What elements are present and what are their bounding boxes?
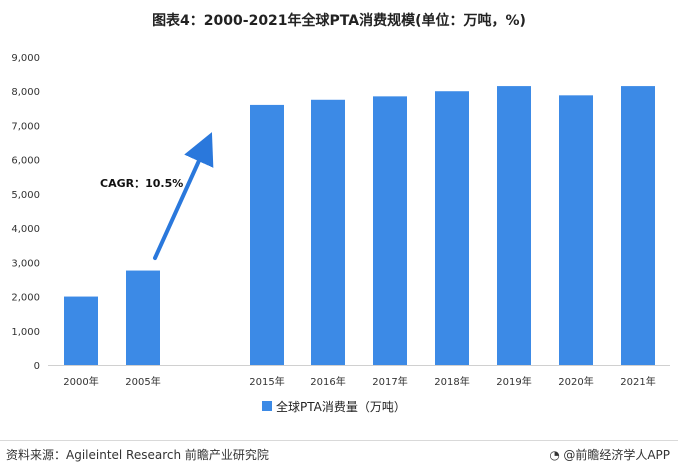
chart-title: 图表4：2000-2021年全球PTA消费规模(单位：万吨，%) — [152, 13, 526, 29]
bar — [311, 99, 345, 366]
x-tick-label: 2005年 — [125, 375, 160, 388]
y-tick-label: 3,000 — [11, 258, 40, 269]
legend-label: 全球PTA消费量（万吨） — [276, 399, 406, 414]
y-tick-label: 4,000 — [11, 224, 40, 235]
brand-label: @前瞻经济学人APP — [563, 448, 670, 462]
footer-divider — [0, 440, 678, 441]
brand-logo-icon: ◔ — [549, 447, 560, 462]
source-note: 资料来源：Agileintel Research 前瞻产业研究院 — [6, 448, 269, 462]
y-axis: 0 1,000 2,000 3,000 4,000 5,000 6,000 7,000 8,00… — [11, 53, 40, 372]
x-tick-label: 2018年 — [434, 375, 469, 388]
x-tick-label: 2000年 — [63, 375, 98, 388]
cagr-label: CAGR：10.5% — [100, 177, 183, 190]
y-tick-label: 5,000 — [11, 190, 40, 201]
x-tick-label: 2015年 — [249, 375, 284, 388]
x-tick-label: 2021年 — [620, 375, 655, 388]
cagr-annotation: CAGR：10.5% — [100, 132, 214, 260]
bar — [435, 91, 469, 365]
bar-chart: 0 1,000 2,000 3,000 4,000 5,000 6,000 7,000 8,00… — [11, 53, 670, 414]
y-tick-label: 2,000 — [11, 293, 40, 304]
y-tick-label: 6,000 — [11, 156, 40, 167]
y-tick-label: 7,000 — [11, 121, 40, 132]
bar — [559, 95, 593, 365]
bar — [64, 296, 98, 365]
legend: 全球PTA消费量（万吨） — [262, 399, 406, 414]
x-tick-label: 2020年 — [558, 375, 593, 388]
x-tick-label: 2019年 — [496, 375, 531, 388]
bar — [250, 104, 284, 366]
x-axis: 2000年 2005年 2015年 2016年 2017年 2018年 2019年 2020年… — [48, 365, 670, 388]
bar — [497, 86, 531, 365]
bar — [373, 96, 407, 365]
y-tick-label: 8,000 — [11, 87, 40, 98]
legend-swatch — [262, 401, 272, 411]
bars — [64, 86, 655, 366]
brand-credit[interactable]: ◔ @前瞻经济学人APP — [549, 446, 670, 463]
y-tick-label: 0 — [34, 361, 40, 372]
bar — [621, 86, 655, 365]
y-tick-label: 9,000 — [11, 53, 40, 64]
x-tick-label: 2016年 — [310, 375, 345, 388]
bar — [126, 270, 160, 365]
x-tick-label: 2017年 — [372, 375, 407, 388]
cagr-arrow — [153, 132, 214, 260]
y-tick-label: 1,000 — [11, 327, 40, 338]
